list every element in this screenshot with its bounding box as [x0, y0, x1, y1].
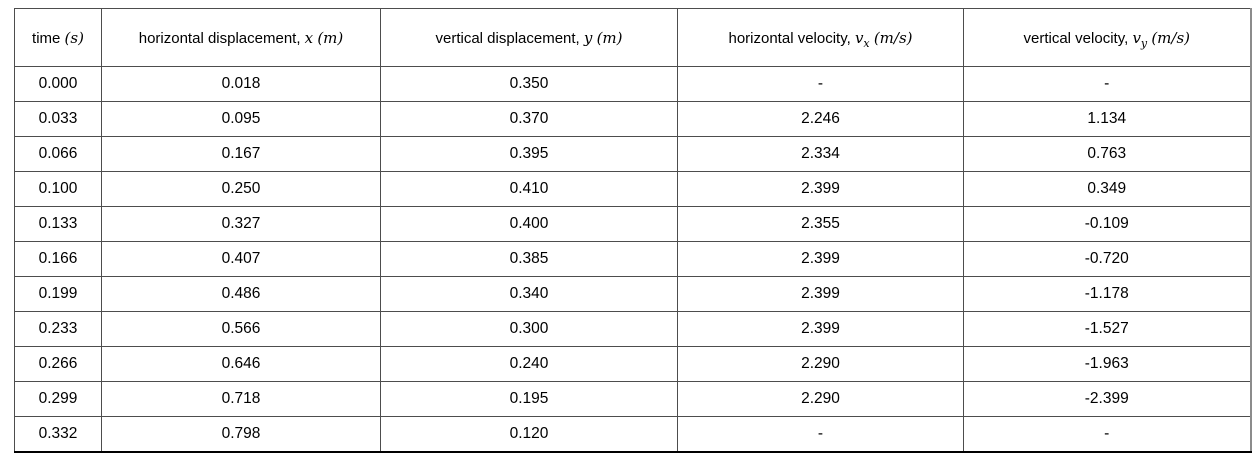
header-label: horizontal displacement,	[138, 29, 301, 47]
header-symbol-subscript: x	[863, 36, 870, 50]
header-symbol-subscript: y	[1140, 36, 1148, 50]
header-unit: (m/s)	[1151, 28, 1190, 47]
cell-vx: 2.290	[677, 346, 964, 382]
cell-x: 0.167	[101, 136, 381, 172]
column-header-time: time (s)	[14, 8, 102, 67]
cell-time: 0.166	[14, 241, 102, 277]
cell-y: 0.300	[380, 311, 678, 347]
cell-x: 0.718	[101, 381, 381, 417]
header-symbol: v	[1132, 28, 1141, 47]
cell-vx: 2.399	[677, 241, 964, 277]
cell-y: 0.340	[380, 276, 678, 312]
header-symbol: x	[304, 28, 314, 47]
column-header-y: vertical displacement, y (m)	[380, 8, 678, 67]
cell-vx: 2.290	[677, 381, 964, 417]
cell-time: 0.033	[14, 101, 102, 137]
cell-time: 0.000	[14, 66, 102, 102]
column-header-x: horizontal displacement, x (m)	[101, 8, 381, 67]
cell-vy: -2.399	[963, 381, 1251, 417]
cell-x: 0.250	[101, 171, 381, 207]
cell-vx: -	[677, 416, 964, 453]
header-symbol: y	[583, 28, 593, 47]
cell-y: 0.395	[380, 136, 678, 172]
header-unit: (m)	[596, 28, 623, 47]
projectile-motion-data-table: time (s) horizontal displacement, x (m) ve…	[14, 8, 1252, 453]
cell-vx: 2.399	[677, 311, 964, 347]
header-row: time (s) horizontal displacement, x (m) ve…	[14, 8, 1251, 67]
cell-vx: 2.334	[677, 136, 964, 172]
cell-time: 0.100	[14, 171, 102, 207]
table-row: 0.000 0.018 0.350- -	[14, 66, 1251, 102]
cell-y: 0.240	[380, 346, 678, 382]
cell-y: 0.195	[380, 381, 678, 417]
cell-x: 0.798	[101, 416, 381, 453]
header-unit: (s)	[64, 28, 84, 47]
header-label: vertical velocity,	[1023, 29, 1129, 47]
cell-x: 0.327	[101, 206, 381, 242]
cell-time: 0.332	[14, 416, 102, 453]
cell-time: 0.133	[14, 206, 102, 242]
cell-x: 0.407	[101, 241, 381, 277]
cell-x: 0.646	[101, 346, 381, 382]
cell-vy: -0.109	[963, 206, 1251, 242]
column-header-vy: vertical velocity, vy (m/s)	[963, 8, 1251, 67]
header-label: horizontal velocity,	[728, 29, 851, 47]
table-row: 0.133 0.327 0.400 2.355 -0.109	[14, 206, 1251, 242]
cell-y: 0.400	[380, 206, 678, 242]
cell-vy: 0.763	[963, 136, 1251, 172]
cell-x: 0.566	[101, 311, 381, 347]
cell-y: 0.350	[380, 66, 678, 102]
table-body: 0.000 0.018 0.350- -0.033 0.095 0.370 2.246 1.1…	[14, 66, 1251, 453]
table-row: 0.332 0.798 0.120- -	[14, 416, 1251, 453]
cell-x: 0.018	[101, 66, 381, 102]
table-row: 0.199 0.486 0.340 2.399 -1.178	[14, 276, 1251, 312]
cell-vy: -0.720	[963, 241, 1251, 277]
projectile-motion-table-container: time (s) horizontal displacement, x (m) ve…	[14, 8, 1252, 453]
header-unit: (m/s)	[873, 28, 913, 47]
cell-vy: -1.527	[963, 311, 1251, 347]
header-unit: (m)	[317, 28, 344, 47]
cell-time: 0.266	[14, 346, 102, 382]
cell-time: 0.299	[14, 381, 102, 417]
cell-vy: 1.134	[963, 101, 1251, 137]
cell-vy: 0.349	[963, 171, 1251, 207]
column-header-vx: horizontal velocity, vx (m/s)	[677, 8, 964, 67]
table-row: 0.299 0.718 0.195 2.290 -2.399	[14, 381, 1251, 417]
table-row: 0.100 0.250 0.410 2.399 0.349	[14, 171, 1251, 207]
cell-x: 0.095	[101, 101, 381, 137]
cell-y: 0.385	[380, 241, 678, 277]
header-symbol: v	[854, 28, 864, 47]
table-row: 0.233 0.566 0.300 2.399 -1.527	[14, 311, 1251, 347]
cell-time: 0.066	[14, 136, 102, 172]
cell-vx: 2.246	[677, 101, 964, 137]
table-row: 0.166 0.407 0.385 2.399 -0.720	[14, 241, 1251, 277]
cell-vx: -	[677, 66, 964, 102]
cell-x: 0.486	[101, 276, 381, 312]
cell-vx: 2.399	[677, 171, 964, 207]
cell-vy: -	[963, 66, 1251, 102]
cell-y: 0.410	[380, 171, 678, 207]
table-row: 0.033 0.095 0.370 2.246 1.134	[14, 101, 1251, 137]
cell-vy: -1.178	[963, 276, 1251, 312]
header-label: vertical displacement,	[435, 29, 580, 47]
cell-vx: 2.399	[677, 276, 964, 312]
cell-time: 0.233	[14, 311, 102, 347]
cell-y: 0.120	[380, 416, 678, 453]
cell-vx: 2.355	[677, 206, 964, 242]
cell-time: 0.199	[14, 276, 102, 312]
header-label: time	[32, 29, 61, 47]
table-row: 0.266 0.646 0.240 2.290 -1.963	[14, 346, 1251, 382]
table-row: 0.066 0.167 0.395 2.334 0.763	[14, 136, 1251, 172]
cell-vy: -	[963, 416, 1251, 453]
cell-vy: -1.963	[963, 346, 1251, 382]
cell-y: 0.370	[380, 101, 678, 137]
